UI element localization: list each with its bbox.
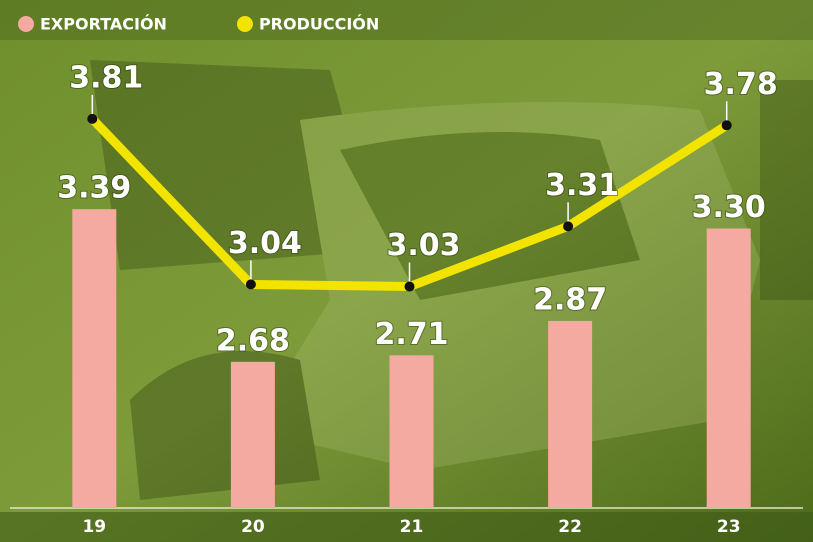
bar-value-label: 2.71 <box>374 317 448 352</box>
bar-value-label: 3.39 <box>57 171 131 206</box>
bar <box>230 361 275 508</box>
legend-swatch <box>18 16 34 32</box>
line-value-label: 3.81 <box>69 60 143 95</box>
background-photo <box>0 0 813 500</box>
point <box>87 113 98 124</box>
bar-value-label: 2.87 <box>533 282 607 317</box>
axis-strip <box>0 512 813 542</box>
line-value-label: 3.31 <box>545 168 619 203</box>
point <box>404 281 415 292</box>
line-value-label: 3.78 <box>704 67 778 102</box>
x-tick-label: 22 <box>558 517 582 537</box>
point <box>245 279 256 290</box>
x-tick-label: 23 <box>717 517 741 537</box>
x-tick-label: 19 <box>82 517 106 537</box>
bar <box>72 209 117 508</box>
point <box>563 221 574 232</box>
bar-value-label: 2.68 <box>216 323 290 358</box>
legend-label: EXPORTACIÓN <box>40 15 167 34</box>
bar <box>706 228 751 508</box>
bar-value-label: 3.30 <box>692 190 766 225</box>
point <box>721 120 732 131</box>
bar <box>389 355 434 508</box>
bar <box>548 320 593 508</box>
x-tick-label: 20 <box>241 517 265 537</box>
legend-swatch <box>236 16 253 32</box>
x-tick-label: 21 <box>400 517 424 537</box>
line-value-label: 3.03 <box>386 228 460 263</box>
legend-label: PRODUCCIÓN <box>259 15 379 34</box>
line-value-label: 3.04 <box>228 226 302 261</box>
